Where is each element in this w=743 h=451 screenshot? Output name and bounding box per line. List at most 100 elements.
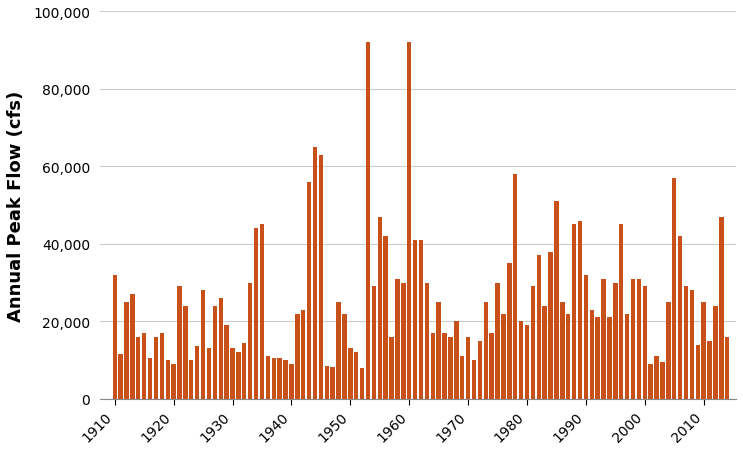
Bar <box>395 279 400 399</box>
Bar <box>207 349 211 399</box>
Bar <box>678 236 682 399</box>
Bar <box>554 202 559 399</box>
Bar <box>713 306 718 399</box>
Bar <box>454 322 458 399</box>
Bar <box>118 354 123 399</box>
Bar <box>448 337 452 399</box>
Bar <box>466 337 470 399</box>
Bar <box>725 337 730 399</box>
Bar <box>649 364 653 399</box>
Bar <box>601 279 606 399</box>
Bar <box>289 364 293 399</box>
Bar <box>383 236 388 399</box>
Bar <box>142 333 146 399</box>
Bar <box>307 183 311 399</box>
Bar <box>112 275 117 399</box>
Bar <box>354 353 358 399</box>
Bar <box>172 364 176 399</box>
Bar <box>319 156 323 399</box>
Bar <box>148 358 152 399</box>
Bar <box>684 287 688 399</box>
Bar <box>389 337 394 399</box>
Bar <box>130 295 134 399</box>
Bar <box>413 240 418 399</box>
Bar <box>218 299 223 399</box>
Bar <box>519 322 523 399</box>
Bar <box>655 356 659 399</box>
Bar <box>260 225 265 399</box>
Bar <box>661 362 665 399</box>
Bar <box>484 302 488 399</box>
Bar <box>337 302 341 399</box>
Bar <box>242 343 247 399</box>
Bar <box>136 337 140 399</box>
Bar <box>348 349 352 399</box>
Bar <box>254 229 259 399</box>
Bar <box>178 287 182 399</box>
Bar <box>578 221 583 399</box>
Bar <box>430 333 435 399</box>
Bar <box>502 314 506 399</box>
Bar <box>566 314 571 399</box>
Bar <box>637 279 641 399</box>
Bar <box>195 347 199 399</box>
Bar <box>631 279 635 399</box>
Bar <box>230 349 235 399</box>
Bar <box>154 337 158 399</box>
Bar <box>607 318 611 399</box>
Bar <box>542 306 547 399</box>
Bar <box>377 217 382 399</box>
Bar <box>442 333 447 399</box>
Bar <box>401 283 406 399</box>
Bar <box>613 283 617 399</box>
Bar <box>695 345 700 399</box>
Bar <box>625 314 629 399</box>
Bar <box>672 179 676 399</box>
Bar <box>301 310 305 399</box>
Bar <box>166 360 170 399</box>
Bar <box>643 287 647 399</box>
Bar <box>472 360 476 399</box>
Bar <box>360 368 364 399</box>
Bar <box>536 256 541 399</box>
Bar <box>460 356 464 399</box>
Bar <box>124 302 129 399</box>
Bar <box>707 341 712 399</box>
Bar <box>189 360 193 399</box>
Bar <box>496 283 500 399</box>
Bar <box>589 310 594 399</box>
Bar <box>407 43 412 399</box>
Bar <box>331 367 335 399</box>
Bar <box>436 302 441 399</box>
Bar <box>372 287 376 399</box>
Bar <box>595 318 600 399</box>
Bar <box>266 356 270 399</box>
Bar <box>701 302 706 399</box>
Bar <box>313 147 317 399</box>
Bar <box>513 175 517 399</box>
Bar <box>690 290 694 399</box>
Bar <box>343 314 347 399</box>
Bar <box>295 314 299 399</box>
Bar <box>525 326 529 399</box>
Bar <box>283 360 288 399</box>
Bar <box>201 290 205 399</box>
Bar <box>719 217 724 399</box>
Bar <box>236 353 241 399</box>
Bar <box>224 326 229 399</box>
Bar <box>248 283 253 399</box>
Bar <box>560 302 565 399</box>
Bar <box>277 358 282 399</box>
Bar <box>184 306 187 399</box>
Bar <box>666 302 670 399</box>
Bar <box>572 225 577 399</box>
Bar <box>584 275 588 399</box>
Bar <box>490 333 494 399</box>
Bar <box>271 358 276 399</box>
Bar <box>212 306 217 399</box>
Bar <box>419 240 424 399</box>
Bar <box>619 225 623 399</box>
Bar <box>478 341 482 399</box>
Bar <box>325 366 329 399</box>
Y-axis label: Annual Peak Flow (cfs): Annual Peak Flow (cfs) <box>7 90 25 321</box>
